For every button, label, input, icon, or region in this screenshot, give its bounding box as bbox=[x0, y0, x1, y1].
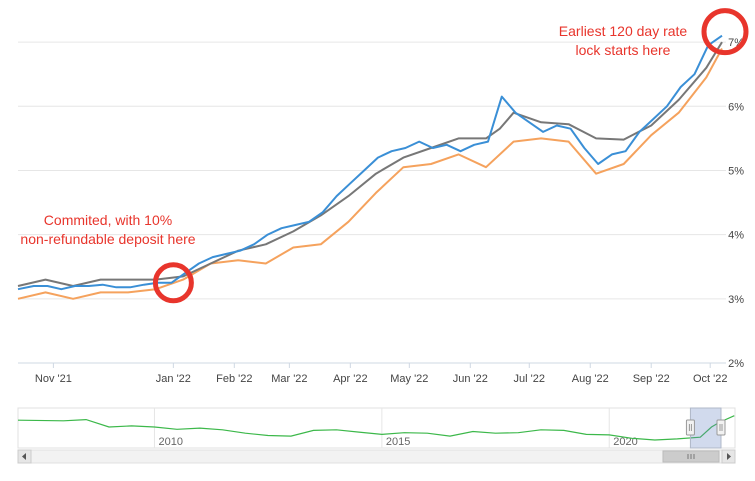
scrollbar-track bbox=[17, 449, 736, 464]
x-tick-label: Oct '22 bbox=[693, 373, 728, 385]
series-line-1 bbox=[17, 41, 723, 287]
navigator-tick-label: 2010 bbox=[158, 436, 182, 448]
series-lines bbox=[17, 34, 723, 300]
arrow-left-icon bbox=[22, 453, 26, 460]
navigator-tick-label: 2020 bbox=[613, 436, 637, 448]
annotation-text: lock starts here bbox=[576, 42, 671, 58]
grid-lines bbox=[18, 41, 726, 364]
navigator[interactable]: 2010 2015 2020 bbox=[17, 407, 736, 464]
y-tick-label: 5% bbox=[728, 165, 744, 177]
x-tick-label: May '22 bbox=[390, 373, 428, 385]
x-tick-label: Jun '22 bbox=[453, 373, 488, 385]
x-tick-label: Nov '21 bbox=[35, 373, 72, 385]
x-tick-label: Jan '22 bbox=[156, 373, 191, 385]
navigator-line bbox=[17, 415, 735, 441]
y-tick-label: 2% bbox=[728, 358, 744, 370]
x-tick-label: Feb '22 bbox=[216, 373, 252, 385]
arrow-right-icon bbox=[727, 453, 731, 460]
y-tick-label: 3% bbox=[728, 294, 744, 306]
y-tick-label: 4% bbox=[728, 230, 744, 242]
annotations: Commited, with 10% non-refundable deposit… bbox=[20, 8, 749, 304]
x-tick-label: Jul '22 bbox=[514, 373, 545, 385]
annotation-text: Earliest 120 day rate bbox=[559, 23, 688, 39]
x-tick-label: Aug '22 bbox=[572, 373, 609, 385]
y-axis: 2%3%4%5%6%7% bbox=[728, 37, 744, 370]
navigator-selection[interactable] bbox=[689, 407, 722, 449]
navigator-tick-label: 2015 bbox=[386, 436, 410, 448]
x-tick-label: Mar '22 bbox=[271, 373, 307, 385]
navigator-handle[interactable] bbox=[685, 419, 695, 436]
series-line-2 bbox=[17, 48, 723, 300]
series-line-0 bbox=[17, 34, 723, 291]
x-axis: Nov '21 Jan '22 Feb '22 Mar '22 Apr '22 May '… bbox=[35, 363, 728, 385]
x-tick-label: Apr '22 bbox=[333, 373, 368, 385]
navigator-handle[interactable] bbox=[716, 419, 726, 436]
navigator-frame bbox=[17, 407, 736, 449]
highlight-circle bbox=[152, 262, 194, 304]
y-tick-label: 6% bbox=[728, 101, 744, 113]
annotation-text: Commited, with 10% bbox=[44, 212, 172, 228]
highlight-circle bbox=[701, 8, 749, 56]
annotation-text: non-refundable deposit here bbox=[20, 231, 195, 247]
x-tick-label: Sep '22 bbox=[633, 373, 670, 385]
